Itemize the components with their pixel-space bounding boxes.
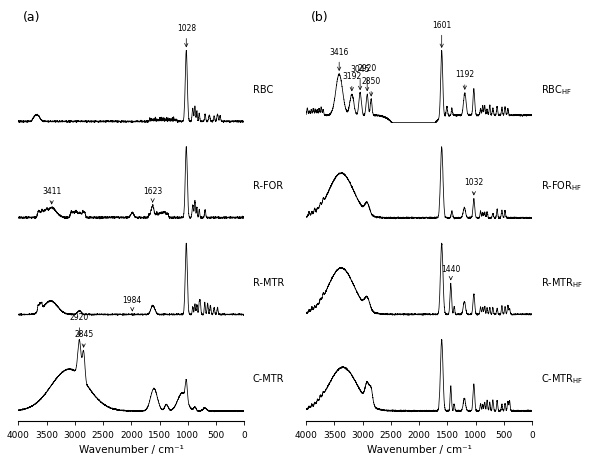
Text: 1623: 1623 xyxy=(143,187,163,202)
Text: RBC: RBC xyxy=(253,85,273,95)
Text: 1440: 1440 xyxy=(441,265,461,280)
Text: 2845: 2845 xyxy=(74,330,93,347)
Text: (b): (b) xyxy=(311,11,328,24)
Text: C-MTR: C-MTR xyxy=(253,374,284,384)
Text: 3416: 3416 xyxy=(329,48,349,70)
Text: 1984: 1984 xyxy=(123,296,142,311)
Text: 3411: 3411 xyxy=(42,187,61,204)
Text: R-MTR$_{\mathrm{HF}}$: R-MTR$_{\mathrm{HF}}$ xyxy=(541,276,583,290)
Text: 2920: 2920 xyxy=(358,64,377,91)
Text: 2850: 2850 xyxy=(362,77,380,96)
Text: R-MTR: R-MTR xyxy=(253,278,284,288)
X-axis label: Wavenumber / cm⁻¹: Wavenumber / cm⁻¹ xyxy=(79,445,184,455)
Text: 1601: 1601 xyxy=(432,21,451,47)
Text: RBC$_{\mathrm{HF}}$: RBC$_{\mathrm{HF}}$ xyxy=(541,83,571,97)
Text: 1028: 1028 xyxy=(177,24,196,47)
Text: R-FOR$_{\mathrm{HF}}$: R-FOR$_{\mathrm{HF}}$ xyxy=(541,180,581,194)
Text: 3045: 3045 xyxy=(350,65,370,90)
Text: R-FOR: R-FOR xyxy=(253,182,283,191)
Text: 1032: 1032 xyxy=(464,178,484,195)
Text: C-MTR$_{\mathrm{HF}}$: C-MTR$_{\mathrm{HF}}$ xyxy=(541,372,583,386)
Text: 1192: 1192 xyxy=(455,70,474,89)
Text: (a): (a) xyxy=(23,11,41,24)
Text: 2920: 2920 xyxy=(70,313,89,336)
Text: 3192: 3192 xyxy=(342,72,362,91)
X-axis label: Wavenumber / cm⁻¹: Wavenumber / cm⁻¹ xyxy=(367,445,472,455)
